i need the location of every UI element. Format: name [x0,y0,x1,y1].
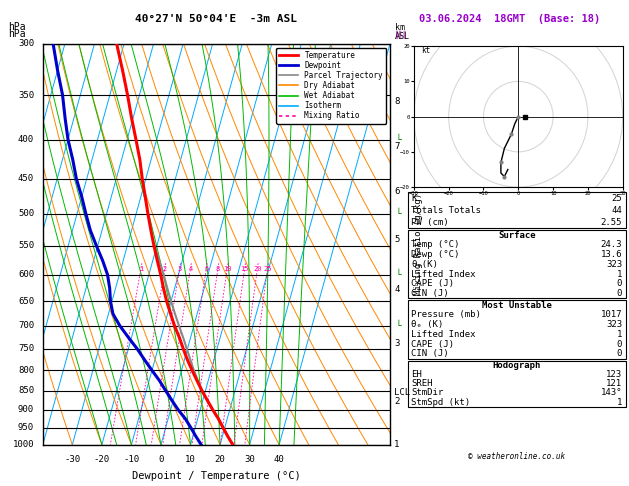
Text: CAPE (J): CAPE (J) [411,279,454,288]
Text: 1017: 1017 [601,311,622,319]
Text: 121: 121 [606,379,622,388]
Text: θₑ (K): θₑ (K) [411,320,443,329]
Text: 4: 4 [188,266,192,272]
Text: 8: 8 [216,266,220,272]
Text: 600: 600 [18,270,34,279]
Text: 750: 750 [18,345,34,353]
Text: Hodograph: Hodograph [493,361,541,370]
Text: 1: 1 [616,270,622,278]
Text: 25: 25 [263,266,272,272]
Text: Dewpoint / Temperature (°C): Dewpoint / Temperature (°C) [132,471,301,482]
Text: PW (cm): PW (cm) [411,218,449,227]
Text: 2.55: 2.55 [601,218,622,227]
Text: 500: 500 [18,209,34,218]
Legend: Temperature, Dewpoint, Parcel Trajectory, Dry Adiabat, Wet Adiabat, Isotherm, Mi: Temperature, Dewpoint, Parcel Trajectory… [276,48,386,123]
Text: 6: 6 [204,266,208,272]
Text: └: └ [396,209,402,219]
Text: 323: 323 [606,260,622,269]
Text: 40°27'N 50°04'E  -3m ASL: 40°27'N 50°04'E -3m ASL [135,14,298,24]
Text: 10: 10 [223,266,231,272]
Text: 0: 0 [616,340,622,348]
Text: 800: 800 [18,366,34,375]
Text: 0: 0 [616,289,622,298]
Text: 6: 6 [394,187,399,196]
Text: SREH: SREH [411,379,433,388]
Text: └: └ [396,135,402,144]
Text: 15: 15 [240,266,249,272]
Text: 300: 300 [18,39,34,48]
Text: 24.3: 24.3 [601,241,622,249]
Text: └: └ [396,321,402,331]
Text: 1: 1 [616,398,622,407]
Text: kt: kt [421,46,430,55]
Text: -10: -10 [123,455,140,464]
Text: hPa: hPa [8,21,26,32]
Text: 03.06.2024  18GMT  (Base: 18): 03.06.2024 18GMT (Base: 18) [419,14,600,24]
Text: θₑ(K): θₑ(K) [411,260,438,269]
Text: EH: EH [411,370,422,379]
Text: Temp (°C): Temp (°C) [411,241,460,249]
Text: Totals Totals: Totals Totals [411,206,481,215]
Text: StmSpd (kt): StmSpd (kt) [411,398,470,407]
Text: 5: 5 [394,235,399,244]
Text: 0: 0 [159,455,164,464]
Text: Lifted Index: Lifted Index [411,270,476,278]
Text: 25: 25 [611,193,622,203]
Text: 1: 1 [139,266,143,272]
Text: ║║║: ║║║ [395,31,408,39]
Text: Most Unstable: Most Unstable [482,301,552,310]
Text: 3: 3 [177,266,182,272]
Text: 0: 0 [616,349,622,358]
Text: Mixing Ratio (g/kg): Mixing Ratio (g/kg) [414,193,423,295]
Text: 950: 950 [18,423,34,432]
Text: 1: 1 [616,330,622,339]
Text: └: └ [396,270,402,279]
Text: km
ASL: km ASL [395,23,410,41]
Text: 0: 0 [616,279,622,288]
Text: -20: -20 [94,455,110,464]
Text: 4: 4 [394,285,399,294]
Text: 323: 323 [606,320,622,329]
Text: 350: 350 [18,90,34,100]
Text: 450: 450 [18,174,34,183]
Text: Lifted Index: Lifted Index [411,330,476,339]
Text: 550: 550 [18,241,34,250]
Text: 900: 900 [18,405,34,414]
Text: Surface: Surface [498,231,535,240]
Text: CAPE (J): CAPE (J) [411,340,454,348]
Text: 1000: 1000 [13,440,34,449]
Text: hPa: hPa [8,29,26,39]
Text: StmDir: StmDir [411,388,443,398]
Text: 3: 3 [394,339,399,347]
Text: CIN (J): CIN (J) [411,289,449,298]
Text: 7: 7 [394,141,399,151]
Text: K: K [411,193,417,203]
Text: 30: 30 [244,455,255,464]
Text: 2: 2 [163,266,167,272]
Text: 700: 700 [18,321,34,330]
Text: CIN (J): CIN (J) [411,349,449,358]
Text: 20: 20 [253,266,262,272]
Text: 2: 2 [394,397,399,406]
Text: 44: 44 [611,206,622,215]
Text: Dewp (°C): Dewp (°C) [411,250,460,259]
Text: 20: 20 [214,455,225,464]
Text: © weatheronline.co.uk: © weatheronline.co.uk [468,452,565,461]
Text: 123: 123 [606,370,622,379]
Text: 400: 400 [18,135,34,144]
Text: 650: 650 [18,297,34,306]
Text: -30: -30 [64,455,81,464]
Text: 40: 40 [274,455,284,464]
Text: 1: 1 [394,440,399,449]
Text: 13.6: 13.6 [601,250,622,259]
Text: Pressure (mb): Pressure (mb) [411,311,481,319]
Text: LCL: LCL [394,388,410,397]
Text: 143°: 143° [601,388,622,398]
Text: 850: 850 [18,386,34,395]
Text: 10: 10 [185,455,196,464]
Text: 8: 8 [394,97,399,106]
